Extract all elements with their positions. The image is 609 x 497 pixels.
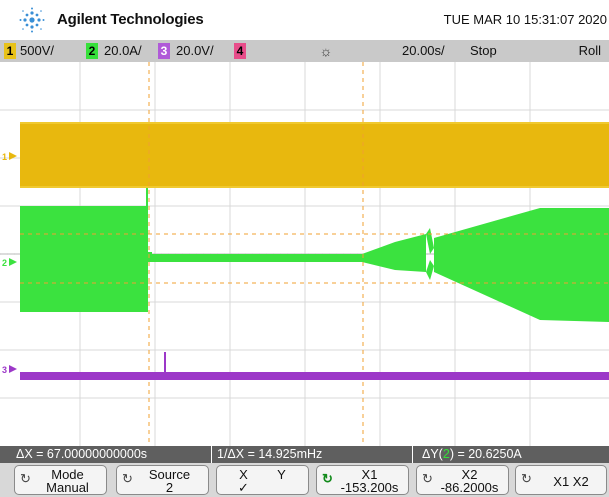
- channel-1-badge[interactable]: 1: [4, 43, 16, 59]
- rotate-knob-icon: ↻: [20, 471, 31, 486]
- delta-y-readout: ΔY(2) = 20.6250A: [422, 447, 522, 461]
- channel-3-scale: 20.0V/: [176, 43, 214, 58]
- rotate-knob-icon: ↻: [422, 471, 433, 486]
- rotate-knob-active-icon: ↻: [322, 471, 333, 486]
- rotate-knob-icon: ↻: [521, 471, 532, 486]
- datetime: TUE MAR 10 15:31:07 2020: [443, 12, 607, 27]
- acquisition-mode: Roll: [578, 43, 601, 58]
- brand-name: Agilent Technologies: [57, 11, 204, 28]
- x1-x2-softkey[interactable]: ↻ X1 X2: [515, 465, 607, 495]
- x1-cursor-softkey[interactable]: ↻ X1 -153.200s: [316, 465, 409, 495]
- ground-markers: [9, 152, 17, 373]
- channel-2-ground-marker: 2: [2, 258, 7, 268]
- channel-1-scale: 500V/: [20, 43, 54, 58]
- waveform-display: 1 2 3: [0, 62, 609, 446]
- inverse-delta-x-readout: 1/ΔX = 14.925mHz: [213, 446, 413, 463]
- agilent-spark-logo: [19, 7, 45, 33]
- channel-status-bar: 1 500V/ 2 20.0A/ 3 20.0V/ 4 ☼ 20.00s/ St…: [0, 40, 609, 62]
- channel-3-trace: [20, 352, 609, 380]
- check-icon: ✓: [238, 480, 249, 495]
- channel-3-ground-marker: 3: [2, 365, 7, 375]
- cursors: [20, 62, 609, 446]
- run-state: Stop: [470, 43, 497, 58]
- channel-2-scale: 20.0A/: [104, 43, 142, 58]
- measurement-bar: ΔX = 67.00000000000s 1/ΔX = 14.925mHz ΔY…: [0, 446, 609, 463]
- x2-cursor-softkey[interactable]: ↻ X2 -86.2000s: [416, 465, 509, 495]
- channel-2-badge[interactable]: 2: [86, 43, 98, 59]
- channel-1-ground-marker: 1: [2, 152, 7, 162]
- channel-4-badge[interactable]: 4: [234, 43, 246, 59]
- rotate-knob-icon: ↻: [122, 471, 133, 486]
- trigger-star-icon: ☼: [319, 43, 333, 59]
- timebase-readout: 20.00s/: [402, 43, 445, 58]
- source-softkey[interactable]: ↻ Source 2: [116, 465, 209, 495]
- channel-2-trace: [20, 188, 609, 322]
- channel-1-trace: [20, 122, 609, 188]
- delta-x-readout: ΔX = 67.00000000000s: [12, 446, 212, 463]
- channel-3-badge[interactable]: 3: [158, 43, 170, 59]
- mode-softkey[interactable]: ↻ Mode Manual: [14, 465, 107, 495]
- header-bar: Agilent Technologies TUE MAR 10 15:31:07…: [0, 0, 609, 40]
